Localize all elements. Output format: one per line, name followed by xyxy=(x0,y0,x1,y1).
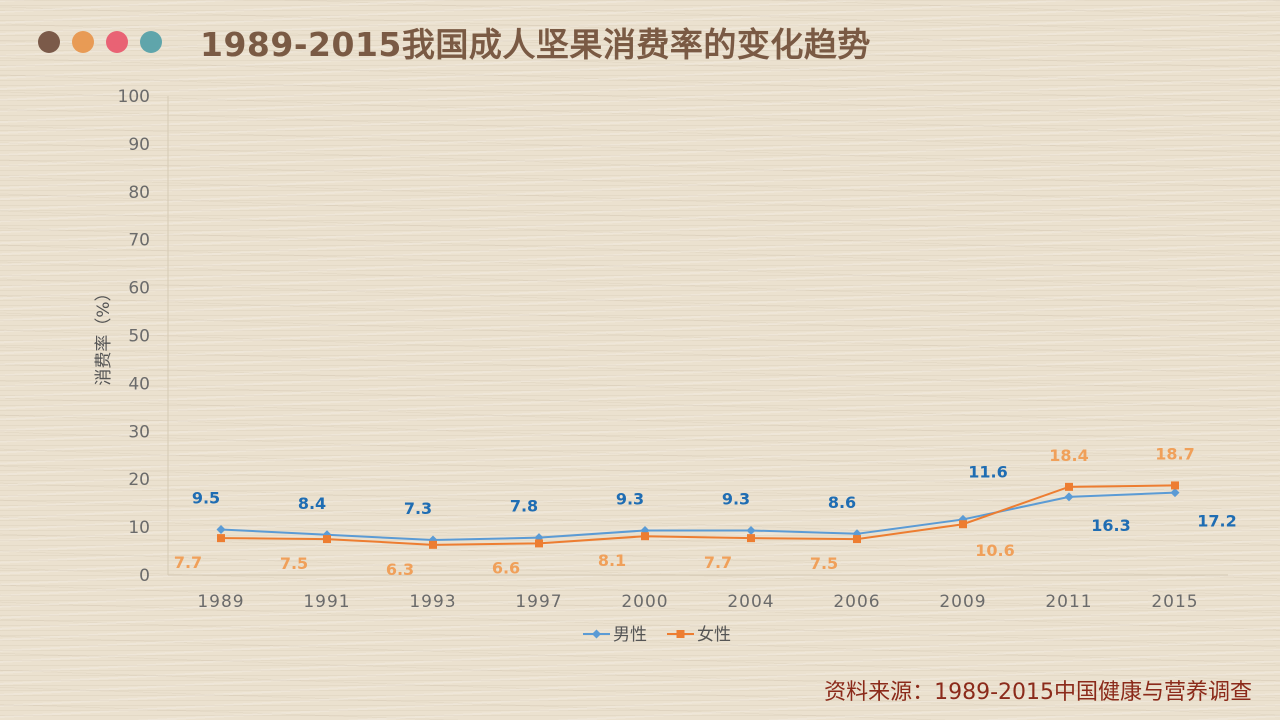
data-label-female: 10.6 xyxy=(975,541,1014,560)
series-line-female xyxy=(220,484,1176,546)
data-label-male: 7.3 xyxy=(404,499,432,518)
data-point-female xyxy=(641,532,649,541)
x-tick-label: 1997 xyxy=(515,592,562,612)
y-axis-title: 消费率（%） xyxy=(94,284,114,385)
data-label-male: 8.4 xyxy=(298,494,326,513)
x-tick-label: 1989 xyxy=(197,592,244,612)
data-label-female: 7.7 xyxy=(174,553,202,572)
data-label-male: 7.8 xyxy=(510,497,538,516)
data-point-female xyxy=(747,534,755,543)
y-tick-label: 50 xyxy=(128,327,150,347)
data-label-female: 18.7 xyxy=(1155,444,1194,463)
y-tick-label: 70 xyxy=(128,231,150,251)
y-tick-label: 90 xyxy=(128,135,150,155)
x-tick-label: 2004 xyxy=(727,592,774,612)
series-line-male xyxy=(220,491,1176,542)
data-point-female xyxy=(1171,481,1179,490)
y-tick-label: 100 xyxy=(118,87,150,107)
data-point-male xyxy=(1170,488,1180,498)
data-label-male: 11.6 xyxy=(968,462,1007,481)
x-tick-label: 1993 xyxy=(409,592,456,612)
data-point-female xyxy=(535,539,543,548)
data-point-female xyxy=(1065,482,1073,491)
data-label-male: 16.3 xyxy=(1091,516,1130,535)
data-label-female: 7.5 xyxy=(280,554,308,573)
data-point-male xyxy=(746,525,756,535)
y-tick-label: 20 xyxy=(128,470,150,490)
y-tick-label: 0 xyxy=(139,566,150,586)
data-point-male xyxy=(216,524,226,534)
x-tick-label: 2011 xyxy=(1045,592,1092,612)
x-tick-label: 2006 xyxy=(833,592,880,612)
x-tick-label: 2000 xyxy=(621,592,668,612)
dot-brown xyxy=(38,31,60,53)
data-label-female: 6.6 xyxy=(492,558,520,577)
data-label-male: 9.3 xyxy=(722,489,750,508)
data-label-female: 8.1 xyxy=(598,551,626,570)
page-title: 1989-2015我国成人坚果消费率的变化趋势 xyxy=(200,25,871,64)
y-tick-label: 10 xyxy=(128,518,150,538)
legend-label: 女性 xyxy=(697,625,731,645)
dot-pink xyxy=(106,31,128,53)
x-tick-label: 1991 xyxy=(303,592,350,612)
dot-teal xyxy=(140,31,162,53)
legend-marker-male xyxy=(592,629,601,639)
dot-orange xyxy=(72,31,94,53)
data-label-male: 9.3 xyxy=(616,489,644,508)
y-tick-label: 40 xyxy=(128,374,150,394)
data-point-female xyxy=(323,535,331,544)
data-label-male: 17.2 xyxy=(1197,512,1236,531)
x-tick-label: 2015 xyxy=(1151,592,1198,612)
data-point-female xyxy=(853,535,861,544)
data-point-female xyxy=(429,540,437,549)
data-point-female xyxy=(959,520,967,529)
data-label-female: 7.5 xyxy=(810,554,838,573)
legend-marker-female xyxy=(676,630,685,638)
data-point-female xyxy=(217,534,225,543)
y-tick-label: 30 xyxy=(128,422,150,442)
data-label-female: 18.4 xyxy=(1049,446,1088,465)
data-label-female: 6.3 xyxy=(386,560,414,579)
legend-label: 男性 xyxy=(613,625,647,645)
data-label-male: 8.6 xyxy=(828,493,856,512)
data-label-female: 7.7 xyxy=(704,553,732,572)
data-label-male: 9.5 xyxy=(192,488,220,507)
source-note: 资料来源：1989-2015中国健康与营养调查 xyxy=(824,680,1252,705)
data-point-male xyxy=(1064,492,1074,502)
decorative-dots xyxy=(38,31,162,53)
y-tick-label: 80 xyxy=(128,183,150,203)
y-tick-label: 60 xyxy=(128,279,150,299)
x-tick-label: 2009 xyxy=(939,592,986,612)
